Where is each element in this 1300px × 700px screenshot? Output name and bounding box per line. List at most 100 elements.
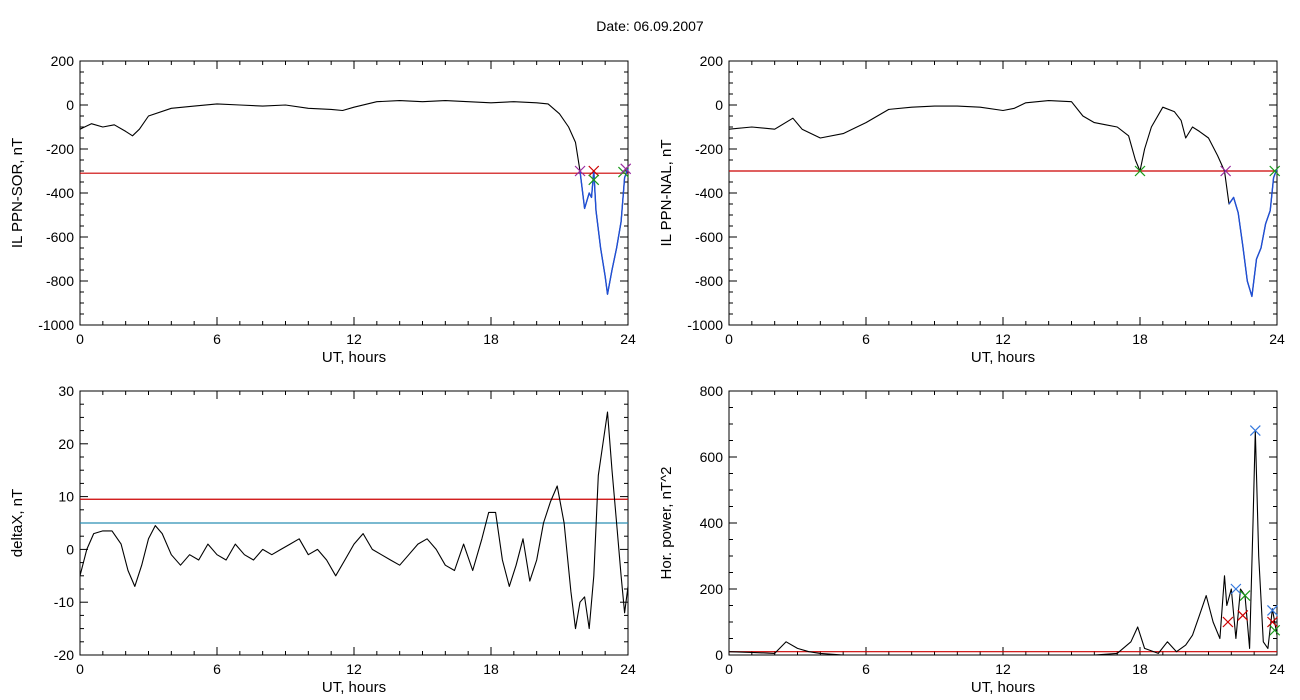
y-tick-label: 200 — [700, 53, 724, 69]
data-series-line — [79, 411, 629, 630]
y-tick-label: -600 — [695, 229, 723, 245]
x-tick-label: 12 — [346, 331, 362, 347]
panel-deltax: 0 6 12 18 24 -20 -10 0 10 20 30 UT, hours deltaX, nT — [9, 383, 636, 696]
x-tick-label: 24 — [620, 331, 636, 347]
y-tick-label: -10 — [54, 594, 74, 610]
x-axis-label: UT, hours — [322, 349, 386, 366]
x-tick-label: 24 — [1269, 331, 1285, 347]
y-tick-label: -1000 — [38, 317, 74, 333]
data-series-line — [728, 430, 1278, 656]
event-marker — [620, 163, 632, 175]
y-axis-label: deltaX, nT — [9, 489, 26, 557]
x-tick-label: 0 — [76, 661, 84, 677]
y-tick-label: 20 — [58, 436, 74, 452]
marker-stroke — [1249, 425, 1261, 437]
y-tick-label: 10 — [58, 489, 74, 505]
panel-power: 0 6 12 18 24 0 200 400 600 800 UT, hours Hor. power… — [658, 383, 1285, 696]
event-marker — [1239, 590, 1251, 602]
x-tick-label: 12 — [995, 661, 1011, 677]
x-tick-label: 12 — [995, 331, 1011, 347]
event-marker — [1269, 624, 1281, 636]
marker-stroke — [1269, 624, 1281, 636]
marker-stroke — [588, 165, 600, 177]
data-series-highlight — [1228, 168, 1278, 298]
y-tick-label: -20 — [54, 647, 74, 663]
x-tick-label: 18 — [483, 661, 499, 677]
marker-stroke — [574, 165, 586, 177]
marker-stroke — [1239, 590, 1251, 602]
y-axis-label: Hor. power, nT^2 — [658, 467, 675, 580]
panel-nal: 0 6 12 18 24 -1000 -800 -600 -400 -200 0 200 UT, hou… — [658, 53, 1285, 366]
x-tick-label: 6 — [862, 331, 870, 347]
y-tick-label: -400 — [46, 185, 74, 201]
x-tick-label: 6 — [862, 661, 870, 677]
plot-frame — [728, 60, 1278, 326]
y-tick-label: -800 — [695, 273, 723, 289]
marker-stroke — [1220, 165, 1232, 177]
data-series-highlight — [579, 168, 629, 295]
x-tick-label: 0 — [725, 661, 733, 677]
x-tick-label: 24 — [1269, 661, 1285, 677]
marker-stroke — [618, 166, 629, 178]
x-axis-label: UT, hours — [971, 349, 1035, 366]
marker-stroke — [1269, 165, 1281, 177]
x-tick-label: 6 — [213, 661, 221, 677]
y-tick-label: 400 — [700, 515, 724, 531]
event-marker — [1267, 616, 1278, 628]
event-marker — [1230, 583, 1242, 595]
x-tick-label: 18 — [1132, 661, 1148, 677]
event-marker — [1269, 165, 1281, 177]
event-marker — [588, 165, 600, 177]
y-tick-label: 0 — [715, 97, 723, 113]
marker-stroke — [588, 174, 600, 186]
y-axis-label: IL PPN-SOR, nT — [9, 138, 26, 248]
event-marker — [1267, 605, 1278, 616]
event-marker — [618, 166, 629, 178]
marker-stroke — [1267, 616, 1278, 628]
y-tick-label: -800 — [46, 273, 74, 289]
y-tick-label: 200 — [700, 581, 724, 597]
event-marker — [588, 174, 600, 186]
y-tick-label: -1000 — [687, 317, 723, 333]
x-axis-label: UT, hours — [971, 679, 1035, 696]
plot-frame — [728, 390, 1278, 656]
x-tick-label: 0 — [725, 331, 733, 347]
marker-stroke — [1267, 605, 1278, 616]
y-tick-label: 0 — [66, 541, 74, 557]
y-tick-label: -600 — [46, 229, 74, 245]
marker-stroke — [1222, 616, 1234, 628]
event-marker — [1134, 165, 1146, 177]
x-tick-label: 18 — [1132, 331, 1148, 347]
event-marker — [1237, 609, 1249, 621]
x-tick-label: 12 — [346, 661, 362, 677]
y-tick-label: 800 — [700, 383, 724, 399]
x-tick-label: 6 — [213, 331, 221, 347]
y-tick-label: 200 — [51, 53, 75, 69]
page-title: Date: 06.09.2007 — [596, 18, 704, 34]
event-marker — [1220, 165, 1232, 177]
x-axis-label: UT, hours — [322, 679, 386, 696]
y-tick-label: 600 — [700, 449, 724, 465]
data-series-line — [79, 100, 629, 295]
y-axis-label: IL PPN-NAL, nT — [658, 140, 675, 247]
marker-stroke — [620, 163, 632, 175]
event-marker — [574, 165, 586, 177]
x-tick-label: 18 — [483, 331, 499, 347]
x-tick-label: 0 — [76, 331, 84, 347]
event-marker — [1249, 425, 1261, 437]
x-tick-label: 24 — [620, 661, 636, 677]
marker-stroke — [1237, 609, 1249, 621]
y-tick-label: -400 — [695, 185, 723, 201]
plot-frame — [79, 60, 629, 326]
y-tick-label: -200 — [46, 141, 74, 157]
y-tick-label: 30 — [58, 383, 74, 399]
y-tick-label: -200 — [695, 141, 723, 157]
marker-stroke — [1134, 165, 1146, 177]
panel-sor: 0 6 12 18 24 -1000 -800 -600 -400 -200 0 200 UT, hou… — [9, 53, 636, 366]
data-series-line — [728, 100, 1278, 297]
marker-stroke — [1230, 583, 1242, 595]
y-tick-label: 0 — [66, 97, 74, 113]
y-tick-label: 0 — [715, 647, 723, 663]
